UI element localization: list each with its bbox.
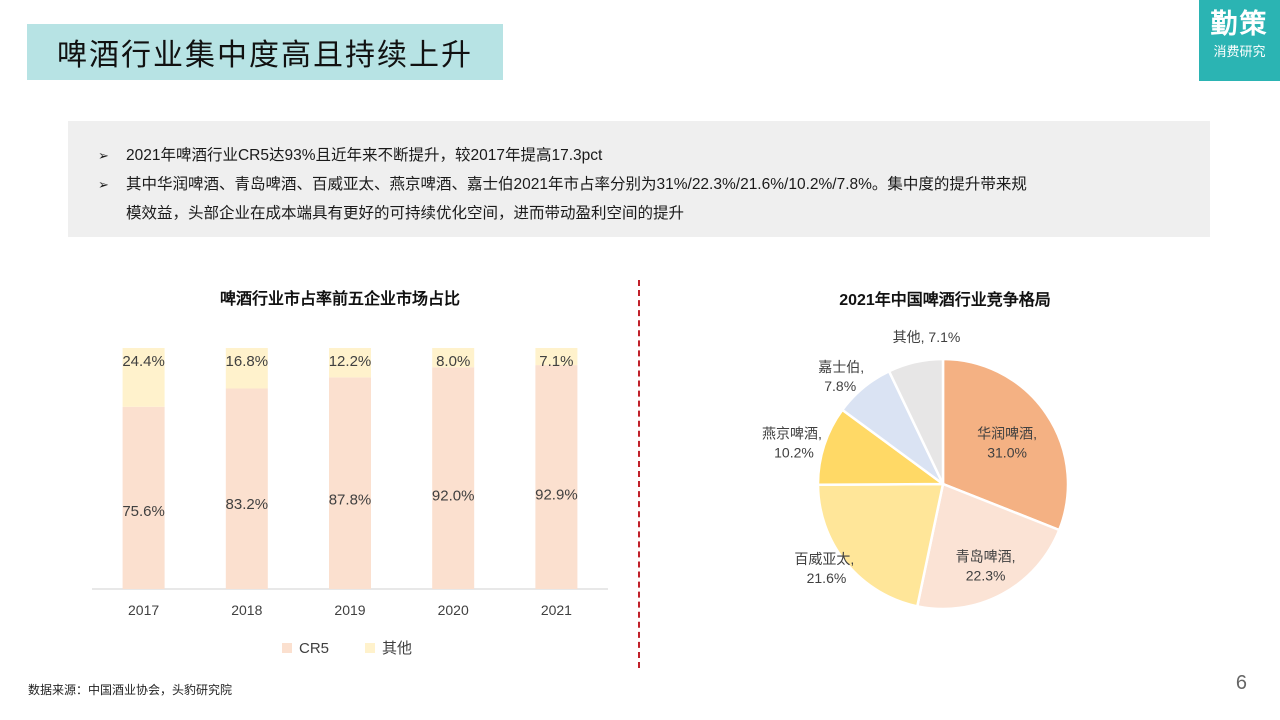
pie-chart-title: 2021年中国啤酒行业竞争格局 <box>839 292 1051 309</box>
stacked-bar-chart: 75.6% 24.4% 2017 83.2% 16.8% 2018 87.8% 12.2% 20… <box>92 348 608 657</box>
data-source: 数据来源：中国酒业协会，头豹研究院 <box>28 683 233 697</box>
bar-other-2020 <box>432 348 475 368</box>
bar-other-2017 <box>122 348 165 407</box>
bar-data-label: 92.0% <box>432 487 475 504</box>
x-tick-label: 2017 <box>128 602 159 618</box>
pie-label-value: 21.6% <box>807 570 847 586</box>
section-divider <box>638 280 640 668</box>
logo-text-sub: 消费研究 <box>1213 44 1266 59</box>
pie-label-name: 华润啤酒, <box>977 425 1037 441</box>
pie-label-name: 百威亚太, <box>794 551 854 567</box>
bar-other-2019 <box>329 348 371 378</box>
summary-bullet-2: ➢ 其中华润啤酒、青岛啤酒、百威亚太、燕京啤酒、嘉士伯2021年市占率分别为31… <box>98 170 1180 228</box>
bar-data-label: 87.8% <box>329 491 372 508</box>
pie-label-name: 青岛啤酒, <box>956 548 1016 564</box>
x-tick-label: 2021 <box>541 602 572 618</box>
pie-label-value: 22.3% <box>966 567 1006 583</box>
legend-label-1: 其他 <box>382 640 412 657</box>
bar-cr5-2021 <box>535 365 578 589</box>
summary-bullet-1: ➢ 2021年啤酒行业CR5达93%且近年来不断提升，较2017年提高17.3p… <box>98 141 1180 170</box>
pie-label-value: 31.0% <box>987 444 1027 460</box>
page-number: 6 <box>1235 672 1247 694</box>
pie-slice-5 <box>887 357 945 485</box>
pie-slice-3 <box>816 408 947 487</box>
pie-label-value: 10.2% <box>774 445 814 461</box>
bullet-arrow-icon: ➢ <box>98 148 109 163</box>
bar-chart-title: 啤酒行业市占率前五企业市场占比 <box>219 291 460 308</box>
bar-data-label: 16.8% <box>226 353 269 370</box>
bar-data-label: 92.9% <box>535 486 578 503</box>
title-banner: 啤酒行业集中度高且持续上升 <box>27 24 503 80</box>
summary-box: ➢ 2021年啤酒行业CR5达93%且近年来不断提升，较2017年提高17.3p… <box>68 121 1210 237</box>
pie-label-name: 燕京啤酒, <box>762 426 822 442</box>
bar-data-label: 24.4% <box>122 353 165 370</box>
pie-label-value: 7.8% <box>824 378 856 394</box>
x-tick-label: 2020 <box>438 602 469 618</box>
summary-text-1: 2021年啤酒行业CR5达93%且近年来不断提升，较2017年提高17.3pct <box>126 147 603 164</box>
bar-cr5-2020 <box>432 367 475 589</box>
pie-chart: 华润啤酒, 31.0% 青岛啤酒, 22.3% 百威亚太, 21.6% 燕京啤酒, 10.2%… <box>762 329 1070 611</box>
summary-text-2b: 模效益，头部企业在成本端具有更好的可持续优化空间，进而带动盈利空间的提升 <box>126 205 685 222</box>
bar-other-2018 <box>225 348 268 389</box>
bar-data-label: 7.1% <box>539 353 573 370</box>
bar-data-label: 83.2% <box>226 496 269 513</box>
pie-slice-0 <box>941 357 1070 532</box>
logo-text-main: 勤策 <box>1210 9 1269 39</box>
bar-data-label: 8.0% <box>436 353 470 370</box>
pie-label-other: 其他, 7.1% <box>893 329 961 345</box>
bullet-arrow-icon: ➢ <box>98 177 109 192</box>
legend-swatch-1 <box>365 643 375 653</box>
x-tick-label: 2019 <box>334 602 365 618</box>
legend-swatch-0 <box>282 643 292 653</box>
bar-cr5-2018 <box>225 388 268 589</box>
summary-text-2a: 其中华润啤酒、青岛啤酒、百威亚太、燕京啤酒、嘉士伯2021年市占率分别为31%/… <box>126 176 1027 193</box>
legend-label-0: CR5 <box>299 640 329 657</box>
bar-data-label: 75.6% <box>122 503 165 520</box>
page-title: 啤酒行业集中度高且持续上升 <box>57 38 473 73</box>
brand-logo: 勤策 消费研究 <box>1199 0 1280 81</box>
pie-slice-2 <box>816 482 945 608</box>
bar-cr5-2019 <box>329 377 371 589</box>
bar-other-2021 <box>535 348 578 366</box>
pie-slice-1 <box>915 482 1061 611</box>
bar-cr5-2017 <box>122 406 165 589</box>
pie-label-name: 嘉士伯, <box>818 359 864 375</box>
bar-data-label: 12.2% <box>329 353 372 370</box>
x-tick-label: 2018 <box>231 602 262 618</box>
